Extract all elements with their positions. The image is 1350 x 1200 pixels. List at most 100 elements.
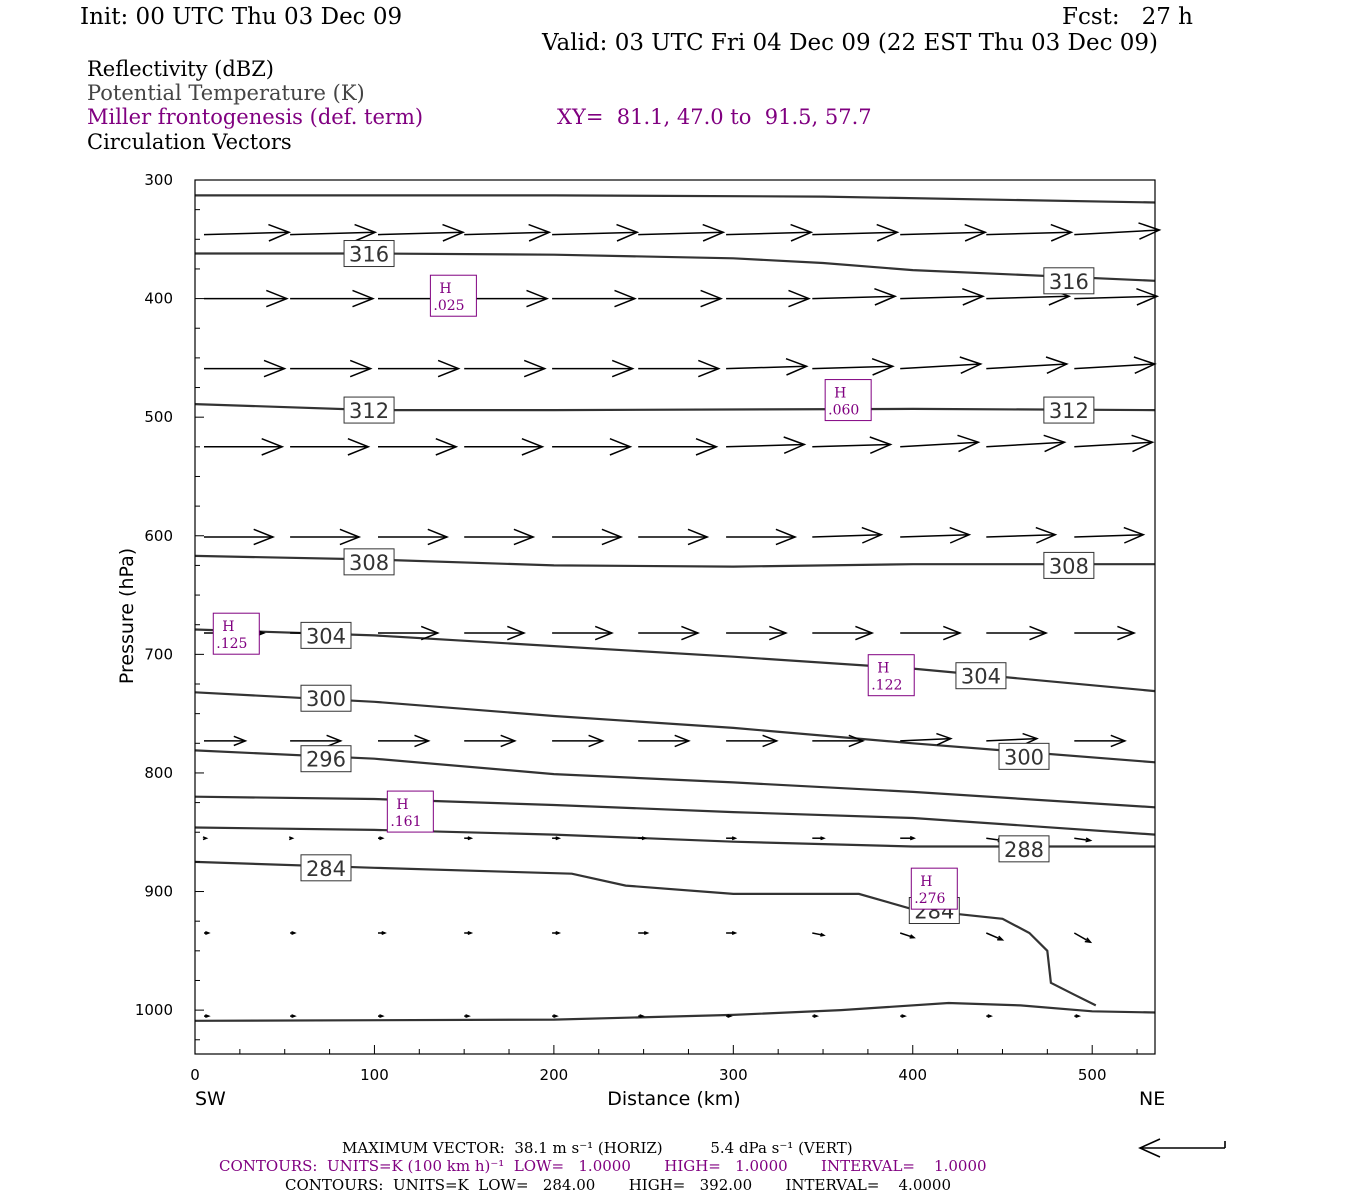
vector-shaft: [726, 365, 807, 370]
y-tick-label: 300: [144, 171, 173, 189]
vector-head: [1050, 223, 1074, 242]
isentrope-label-text: 308: [1049, 554, 1089, 578]
vector-shaft: [1074, 533, 1144, 538]
init-time: Init: 00 UTC Thu 03 Dec 09: [80, 4, 403, 30]
circulation-vector: [464, 289, 550, 308]
frontogenesis-max-value: .060: [828, 403, 859, 419]
circulation-vector: [986, 932, 1005, 941]
circulation-vector: [900, 356, 983, 374]
circulation-vector: [288, 836, 295, 841]
vector-head: [769, 625, 788, 641]
isentrope-280: [194, 1001, 1156, 1022]
vector-head: [500, 734, 517, 748]
vector-head: [555, 836, 562, 841]
isentrope-label-text: 316: [1049, 270, 1089, 294]
frontogenesis-max-mark: H: [439, 281, 451, 297]
vector-shaft: [812, 365, 893, 370]
isentrope-label-box: [343, 240, 395, 268]
isentrope-label: 288: [998, 835, 1050, 863]
cross-section-endpoints: XY= 81.1, 47.0 to 91.5, 57.7: [557, 105, 872, 129]
vector-head: [354, 223, 378, 242]
vector-shaft: [986, 295, 1070, 300]
vector-head: [379, 836, 385, 841]
vector-head: [609, 438, 633, 456]
vector-head: [785, 357, 809, 376]
isentrope-label: 312: [343, 396, 395, 424]
circulation-vector: [812, 932, 826, 937]
reference-vector: [1138, 1138, 1226, 1158]
vector-shaft: [812, 533, 882, 538]
frontogenesis-max-box: [867, 654, 915, 697]
circulation-vector: [1074, 526, 1146, 544]
isentrope-label-box: [955, 662, 1007, 690]
circulation-vector: [726, 357, 809, 376]
x-end-label-right: NE: [1139, 1088, 1165, 1110]
isentrope-label: 304: [955, 662, 1007, 690]
isentrope-label-box: [300, 854, 352, 882]
isentrope-label-text: 288: [1004, 838, 1044, 862]
vector-head: [291, 931, 297, 935]
vector-shaft: [290, 231, 376, 236]
circulation-vector: [986, 526, 1058, 544]
frontogenesis-max: H.060: [824, 379, 872, 422]
circulation-vector: [290, 289, 375, 308]
circulation-vector: [812, 1014, 820, 1019]
y-tick-label: 600: [144, 527, 173, 545]
vector-head: [813, 1014, 820, 1019]
circulation-vector: [464, 734, 517, 748]
isentrope-label-text: 308: [349, 551, 389, 575]
vector-shaft: [986, 363, 1067, 370]
vector-head: [1110, 734, 1127, 748]
vector-head: [414, 734, 431, 748]
vector-shaft: [900, 533, 970, 538]
vector-head: [352, 289, 375, 308]
vector-shaft: [203, 231, 290, 236]
circulation-vector: [726, 1014, 733, 1019]
vector-head: [874, 287, 898, 306]
vector-head: [523, 359, 547, 378]
vector-head: [339, 528, 362, 546]
vector-head: [909, 934, 916, 939]
circulation-vector: [638, 625, 701, 641]
vector-shaft: [900, 363, 981, 370]
circulation-vector: [552, 438, 633, 456]
frontogenesis-max-value: .276: [914, 891, 945, 907]
circulation-vector: [1073, 932, 1093, 944]
circulation-vector: [726, 836, 738, 841]
vector-head: [1138, 222, 1162, 240]
vector-head: [861, 526, 884, 544]
isentrope-label-text: 284: [306, 857, 346, 881]
circulation-vector: [812, 836, 826, 841]
legend-reflectivity: Reflectivity (dBZ): [87, 57, 275, 81]
vector-shaft: [1074, 229, 1160, 236]
vector-head: [674, 734, 691, 748]
circulation-vector: [378, 734, 431, 748]
vector-shaft: [899, 932, 915, 939]
isentrope-label: 300: [998, 742, 1050, 770]
circulation-vector: [1074, 287, 1160, 306]
vector-shaft: [377, 231, 464, 236]
vector-shaft: [1074, 363, 1155, 370]
frontogenesis-max: H.125: [212, 612, 260, 655]
circulation-vector: [726, 734, 779, 748]
vector-shaft: [464, 231, 550, 236]
circulation-vector: [812, 734, 865, 748]
vector-head: [555, 931, 562, 935]
vector-head: [949, 526, 972, 544]
vector-head: [253, 528, 276, 546]
circulation-vector: [812, 287, 898, 306]
vector-head: [788, 289, 811, 308]
y-tick-label: 500: [144, 408, 173, 426]
vector-head: [700, 289, 724, 308]
vector-head: [783, 436, 807, 454]
vector-head: [507, 625, 527, 641]
isentrope-label-text: 300: [1004, 745, 1044, 769]
vector-shaft: [986, 533, 1056, 538]
circulation-vector: [204, 735, 248, 747]
legend-potential-temperature: Potential Temperature (K): [87, 81, 365, 105]
circulation-vector: [726, 223, 814, 242]
y-tick-label: 400: [144, 290, 173, 308]
vector-head: [820, 836, 826, 841]
vector-shaft: [1073, 932, 1091, 943]
